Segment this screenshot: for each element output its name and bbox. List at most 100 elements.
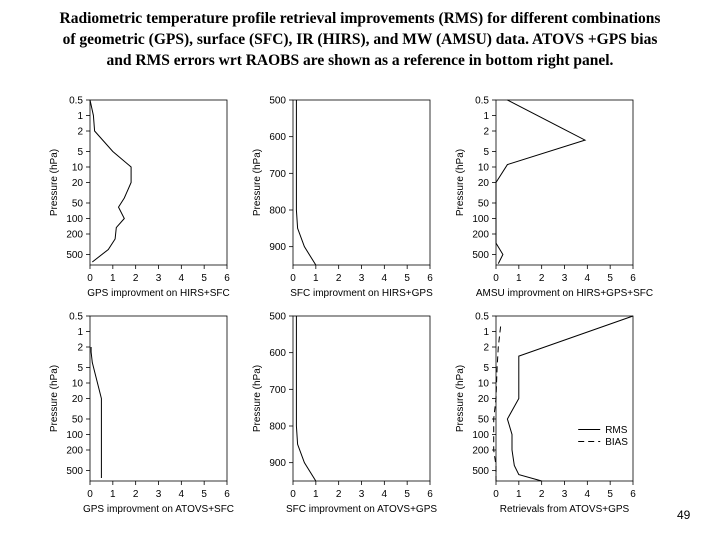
y-axis-label: Pressure (hPa) <box>252 149 263 216</box>
x-tick-label: 6 <box>224 489 230 500</box>
x-axis-label: Retrievals from ATOVS+GPS <box>500 504 630 515</box>
y-tick-label: 0.5 <box>475 312 489 323</box>
legend-label: RMS <box>605 425 628 436</box>
y-tick-label: 800 <box>269 422 286 433</box>
x-tick-label: 6 <box>630 489 636 500</box>
y-tick-label: 0.5 <box>475 96 489 107</box>
x-tick-label: 3 <box>156 489 162 500</box>
x-tick-label: 3 <box>562 489 568 500</box>
x-tick-label: 6 <box>630 273 636 284</box>
x-tick-label: 4 <box>585 489 591 500</box>
x-tick-label: 5 <box>201 273 207 284</box>
y-tick-label: 20 <box>72 394 84 405</box>
y-tick-label: 200 <box>66 229 83 240</box>
x-tick-label: 4 <box>179 489 185 500</box>
x-tick-label: 5 <box>201 489 207 500</box>
y-axis-label: Pressure (hPa) <box>455 149 466 216</box>
plot-frame <box>89 99 228 266</box>
y-tick-label: 100 <box>66 430 83 441</box>
x-tick-label: 4 <box>585 273 591 284</box>
x-tick-label: 2 <box>336 489 342 500</box>
y-tick-label: 50 <box>478 198 490 209</box>
series-line-improvement <box>90 347 102 478</box>
x-tick-label: 5 <box>607 489 613 500</box>
y-axis-label: Pressure (hPa) <box>49 149 60 216</box>
y-tick-label: 2 <box>483 127 489 138</box>
y-tick-label: 200 <box>66 445 83 456</box>
y-tick-label: 5 <box>77 147 83 158</box>
y-axis-label: Pressure (hPa) <box>455 365 466 432</box>
series-line-improvement <box>89 99 132 263</box>
y-tick-label: 200 <box>472 445 489 456</box>
y-tick-label: 500 <box>472 250 489 261</box>
y-tick-label: 2 <box>77 127 83 138</box>
y-tick-label: 500 <box>269 312 286 323</box>
chart-panel-top-left: 0 1 2 3 4 5 6 0.5 1 2 5 10 20 50 100 200 500 GPS improvme… <box>49 96 230 300</box>
y-tick-label: 50 <box>478 414 490 425</box>
y-tick-label: 10 <box>478 378 490 389</box>
y-tick-label: 500 <box>472 466 489 477</box>
x-tick-label: 0 <box>290 273 296 284</box>
plot-frame <box>292 315 431 482</box>
y-axis-label: Pressure (hPa) <box>49 365 60 432</box>
x-axis-label: GPS improvment on ATOVS+SFC <box>83 504 234 515</box>
series-line-improvement <box>295 316 317 482</box>
x-tick-label: 0 <box>87 273 93 284</box>
y-tick-label: 1 <box>483 111 489 122</box>
x-tick-label: 3 <box>359 489 365 500</box>
x-axis-label: SFC improvment on ATOVS+GPS <box>286 504 437 515</box>
y-tick-label: 1 <box>77 111 83 122</box>
x-tick-label: 6 <box>427 273 433 284</box>
y-tick-label: 5 <box>483 363 489 374</box>
x-tick-label: 5 <box>404 489 410 500</box>
y-tick-label: 1 <box>77 327 83 338</box>
x-tick-label: 2 <box>336 273 342 284</box>
chart-panel-bottom-middle: 0 1 2 3 4 5 6 500 600 700 800 900 SFC improvment on … <box>252 312 437 516</box>
x-tick-label: 0 <box>493 489 499 500</box>
series-line-rms <box>506 315 634 482</box>
legend-label: BIAS <box>605 437 628 448</box>
y-axis-label: Pressure (hPa) <box>252 365 263 432</box>
y-tick-label: 100 <box>66 214 83 225</box>
chart-panel-top-right: 0 1 2 3 4 5 6 0.5 1 2 5 10 20 50 100 200 500 AMSU improvm… <box>455 96 653 300</box>
x-tick-label: 5 <box>607 273 613 284</box>
y-tick-label: 100 <box>472 430 489 441</box>
x-axis-label: AMSU improvment on HIRS+GPS+SFC <box>476 288 653 299</box>
x-tick-label: 3 <box>156 273 162 284</box>
y-tick-label: 20 <box>72 178 84 189</box>
y-tick-label: 900 <box>269 242 286 253</box>
plot-frame <box>292 99 431 266</box>
x-tick-label: 5 <box>404 273 410 284</box>
title-line-2: of geometric (GPS), surface (SFC), IR (H… <box>62 31 658 48</box>
y-tick-label: 20 <box>478 394 490 405</box>
chart-panel-top-middle: 0 1 2 3 4 5 6 500 600 700 800 900 SFC improvment on … <box>252 96 433 300</box>
y-tick-label: 0.5 <box>69 312 83 323</box>
y-tick-label: 700 <box>269 385 286 396</box>
y-tick-label: 800 <box>269 206 286 217</box>
y-tick-label: 2 <box>483 343 489 354</box>
y-tick-label: 500 <box>66 250 83 261</box>
x-tick-label: 1 <box>313 273 319 284</box>
x-tick-label: 1 <box>110 273 116 284</box>
x-tick-label: 6 <box>427 489 433 500</box>
y-tick-label: 1 <box>483 327 489 338</box>
y-tick-label: 500 <box>66 466 83 477</box>
series-line-improvement <box>295 100 317 266</box>
chart-panel-bottom-right: 0 1 2 3 4 5 6 0.5 1 2 5 10 20 50 100 200 500 Retrievals f… <box>455 312 636 516</box>
y-tick-label: 700 <box>269 169 286 180</box>
y-tick-label: 50 <box>72 414 84 425</box>
chart-panel-bottom-left: 0 1 2 3 4 5 6 0.5 1 2 5 10 20 50 100 200 500 GPS improvme… <box>49 312 234 516</box>
series-line-bias <box>493 326 502 481</box>
x-tick-label: 1 <box>516 489 522 500</box>
x-tick-label: 1 <box>313 489 319 500</box>
y-tick-label: 100 <box>472 214 489 225</box>
title-line-1: Radiometric temperature profile retrieva… <box>59 10 661 27</box>
x-tick-label: 4 <box>179 273 185 284</box>
y-tick-label: 10 <box>478 162 490 173</box>
x-tick-label: 2 <box>133 489 139 500</box>
x-tick-label: 0 <box>493 273 499 284</box>
series-line-improvement <box>495 99 587 264</box>
x-axis-label: GPS improvment on HIRS+SFC <box>87 288 230 299</box>
y-tick-label: 600 <box>269 132 286 143</box>
